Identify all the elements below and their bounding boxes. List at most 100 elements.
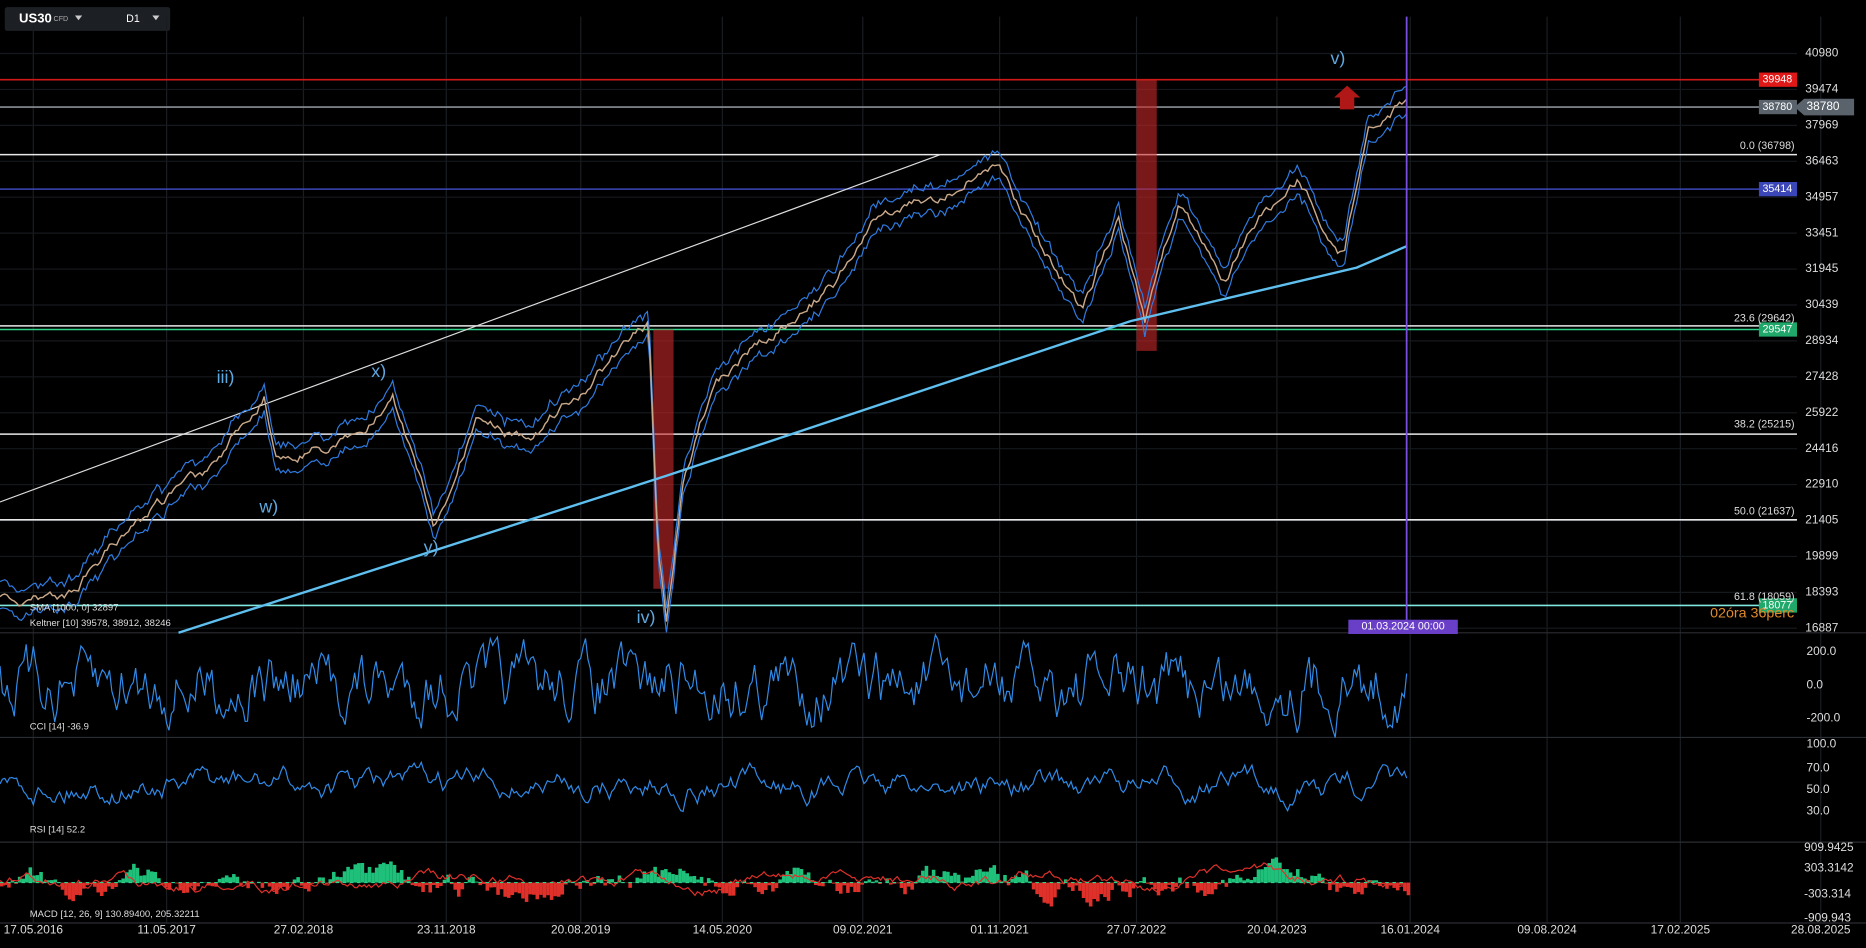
macd-histogram [539, 882, 543, 895]
macd-histogram [806, 872, 811, 883]
macd-histogram [942, 871, 947, 883]
date-axis-label: 27.02.2018 [274, 922, 334, 936]
symbol-type: CFD [54, 15, 69, 23]
macd-histogram [664, 869, 668, 883]
macd-histogram [1206, 882, 1211, 895]
macd-histogram [756, 882, 761, 892]
macd-histogram [542, 882, 547, 898]
price-axis-label: 28934 [1805, 333, 1838, 347]
current-price-tag [1794, 98, 1855, 116]
macd-histogram [249, 882, 254, 884]
macd-histogram [960, 881, 964, 883]
macd-histogram [656, 876, 661, 883]
macd-histogram [360, 862, 365, 883]
macd-histogram [439, 882, 443, 886]
macd-histogram [35, 875, 40, 883]
macd-histogram [282, 882, 286, 887]
macd-histogram [417, 882, 422, 887]
macd-histogram [603, 882, 607, 886]
macd-histogram [510, 882, 515, 896]
macd-histogram [835, 882, 839, 892]
macd-histogram [1288, 872, 1293, 883]
macd-histogram [1238, 877, 1243, 883]
macd-histogram [478, 882, 482, 886]
wave-label: x) [371, 361, 386, 381]
macd-histogram [1313, 875, 1318, 883]
macd-histogram [42, 881, 47, 883]
wave-label: iv) [637, 607, 656, 627]
macd-histogram [1138, 881, 1143, 883]
macd-histogram [824, 881, 829, 883]
macd-histogram [1063, 879, 1068, 883]
macd-histogram [813, 882, 818, 885]
cci-axis-label: -200.0 [1806, 711, 1840, 725]
macd-histogram [357, 863, 361, 883]
macd-histogram [578, 882, 582, 889]
toolbar[interactable] [4, 7, 171, 31]
price-axis-label: 18393 [1805, 584, 1838, 598]
macd-histogram [746, 882, 750, 884]
macd-histogram [453, 882, 457, 890]
macd-axis-label: 303.3142 [1804, 860, 1854, 874]
macd-histogram [985, 871, 989, 883]
macd-histogram [849, 882, 854, 887]
macd-histogram [899, 882, 904, 888]
macd-histogram [96, 882, 100, 893]
macd-histogram [1092, 882, 1097, 900]
macd-histogram [863, 881, 868, 883]
macd-histogram [1249, 879, 1254, 883]
macd-histogram [517, 882, 522, 894]
macd-histogram [946, 871, 950, 883]
macd-histogram [521, 882, 525, 899]
macd-histogram [1224, 882, 1229, 887]
keltner-upper [0, 86, 1407, 609]
macd-histogram [207, 882, 211, 886]
macd-histogram [1074, 882, 1079, 886]
macd-histogram [153, 871, 158, 883]
macd-histogram [114, 882, 118, 887]
macd-histogram [271, 882, 275, 891]
macd-histogram [385, 864, 390, 883]
macd-histogram [128, 869, 133, 883]
macd-histogram [678, 868, 682, 883]
macd-histogram [589, 882, 593, 886]
macd-histogram [242, 881, 247, 883]
macd-histogram [1196, 882, 1200, 893]
macd-histogram [1253, 876, 1257, 883]
macd-histogram [364, 872, 368, 883]
macd-histogram [692, 875, 697, 883]
dropdown[interactable] [74, 15, 83, 21]
indicator-legend: MACD [12, 26, 9] 130.89400, 205.32211 [30, 909, 200, 920]
macd-histogram [978, 869, 982, 883]
macd-histogram [1242, 880, 1246, 883]
macd-histogram [71, 882, 75, 902]
macd-histogram [124, 872, 129, 883]
macd-histogram [974, 869, 979, 883]
macd-histogram [599, 879, 604, 883]
macd-histogram [1071, 882, 1075, 891]
date-axis-label: 20.08.2019 [551, 922, 611, 936]
macd-histogram [724, 882, 729, 894]
macd-histogram [89, 882, 93, 885]
macd-histogram [967, 877, 972, 883]
dropdown[interactable] [152, 15, 160, 21]
macd-histogram [1053, 882, 1057, 898]
rsi-line [0, 760, 1408, 813]
price-axis-label: 24416 [1805, 441, 1838, 455]
macd-histogram [714, 882, 718, 887]
macd-histogram [1067, 882, 1072, 888]
macd-histogram [307, 882, 311, 892]
macd-axis-label: -303.314 [1804, 887, 1851, 901]
macd-histogram [1395, 882, 1400, 891]
macd-histogram [1117, 882, 1122, 886]
macd-histogram [485, 882, 490, 891]
macd-histogram [224, 875, 229, 883]
macd-histogram [685, 873, 690, 883]
macd-histogram [1338, 882, 1343, 888]
date-axis-label: 01.11.2021 [970, 922, 1029, 936]
macd-histogram [1013, 875, 1018, 883]
date-axis-label: 16.01.2024 [1380, 922, 1440, 936]
macd-axis-label: 909.9425 [1804, 840, 1854, 854]
macd-histogram [85, 882, 90, 886]
macd-histogram [606, 879, 611, 883]
